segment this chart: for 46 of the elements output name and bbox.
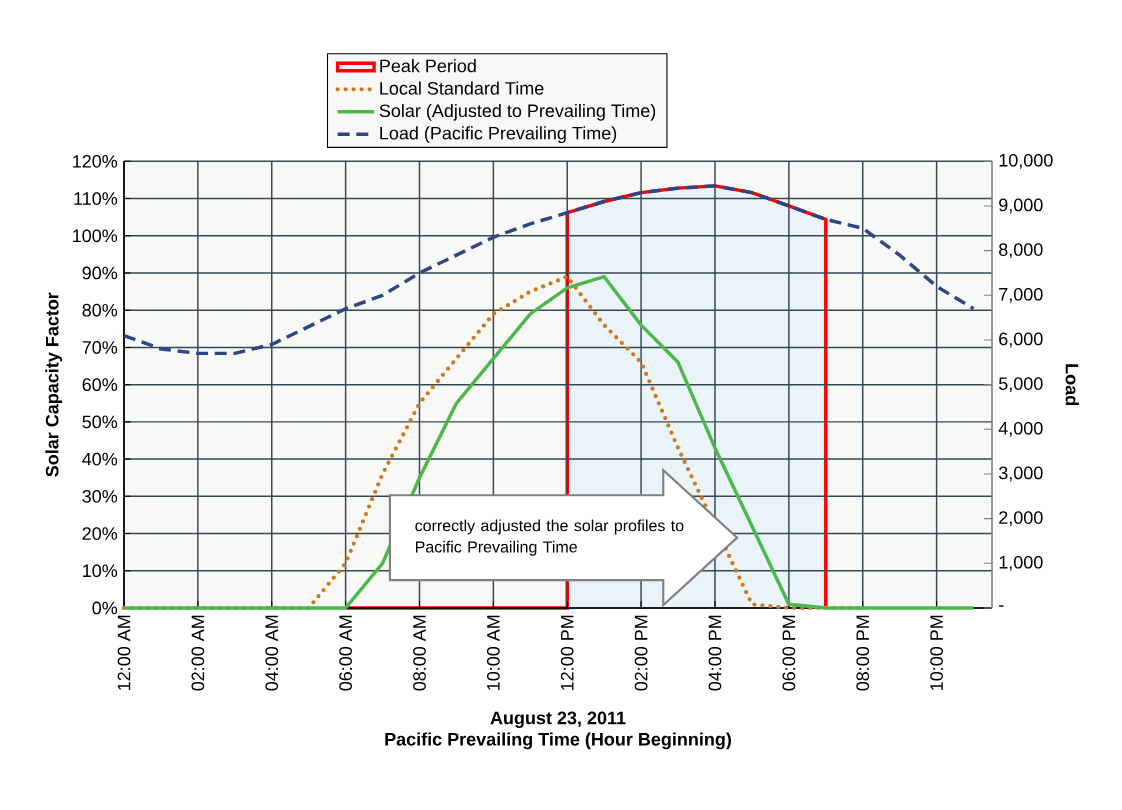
y2-tick-label: 4,000 <box>998 421 1043 437</box>
x-tick-label: 02:00 PM <box>634 615 648 691</box>
y2-tick-label: 9,000 <box>999 198 1043 214</box>
y-axis-title: Solar Capacity Factor <box>45 292 63 477</box>
y2-tick-label: 2,000 <box>999 511 1043 527</box>
y-tick-label: 70% <box>82 341 118 354</box>
y2-tick-label: 10,000 <box>999 153 1053 169</box>
y2-tick-label: 7,000 <box>999 287 1043 303</box>
x-axis-title: Pacific Prevailing Time (Hour Beginning) <box>385 732 731 750</box>
x-tick-label: 08:00 AM <box>413 615 426 691</box>
y2-tick-label: 8,000 <box>999 243 1043 259</box>
y2-tick-label: - <box>999 605 1004 607</box>
y2-tick-label: 3,000 <box>998 466 1043 482</box>
y2-tick-label: 5,000 <box>998 377 1043 393</box>
x-tick-label: 10:00 PM <box>930 615 943 690</box>
x-tick-label: 04:00 PM <box>708 615 722 691</box>
y-tick-label: 10% <box>83 564 118 578</box>
y-tick-label: 20% <box>82 527 118 540</box>
y2-tick-label: 6,000 <box>999 332 1043 348</box>
legend-label: Load (Pacific Prevailing Time) <box>380 126 617 144</box>
text: August 23, 2011 <box>490 711 626 728</box>
y-tick-label: 90% <box>82 266 118 280</box>
y2-tick-label: 1,000 <box>999 555 1043 571</box>
y-tick-label: 40% <box>82 452 118 466</box>
x-tick-label: 06:00 PM <box>782 615 796 691</box>
y-tick-label: 100% <box>73 229 118 243</box>
y-tick-label: 30% <box>82 489 118 503</box>
x-tick-label: 02:00 AM <box>191 615 205 691</box>
legend-label: Peak Period <box>380 59 476 73</box>
x-tick-label: 08:00 PM <box>856 615 870 691</box>
y-tick-label: 60% <box>82 378 118 392</box>
x-tick-label: 12:00 PM <box>560 615 574 690</box>
y-tick-label: 0% <box>92 601 118 615</box>
annotation: correctly adjusted the solar profiles to Pacific Prevailing Time <box>415 519 684 556</box>
legend-label: Solar (Adjusted to Prevailing Time) <box>379 103 656 121</box>
legend-label: Local Standard Time <box>380 81 544 95</box>
x-tick-label: 04:00 AM <box>265 615 279 691</box>
x-tick-label: 10:00 AM <box>486 615 500 690</box>
y-tick-label: 50% <box>82 415 118 429</box>
y-tick-label: 80% <box>82 303 118 317</box>
y2-axis-title: Load <box>1065 364 1079 405</box>
y-tick-label: 110% <box>74 192 118 205</box>
line-series <box>122 184 976 356</box>
x-tick-label: 06:00 AM <box>339 615 352 691</box>
x-tick-label: 12:00 AM <box>117 615 131 690</box>
y-tick-label: 120% <box>73 154 118 168</box>
